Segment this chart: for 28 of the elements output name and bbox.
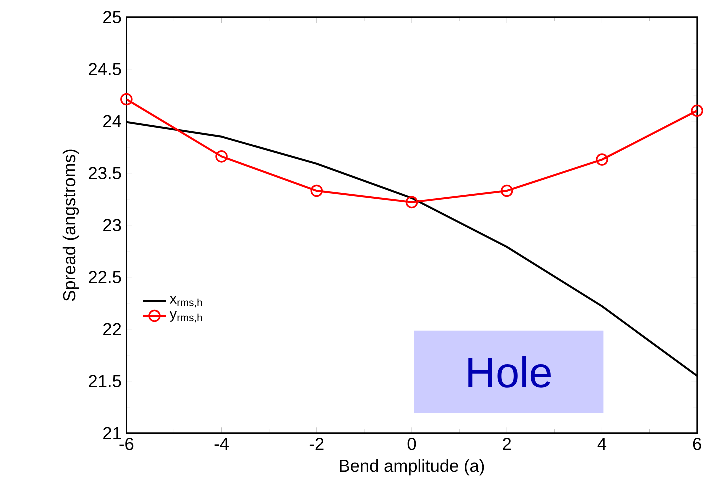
- legend-label: x$_{rms,h}$: [170, 296, 202, 308]
- point: [596, 154, 608, 166]
- x-tick-label: 0: [408, 438, 416, 450]
- point: [120, 93, 133, 106]
- y-tick-label: 22: [104, 323, 122, 336]
- point: [216, 150, 228, 163]
- y-tick-label: 21: [104, 427, 122, 440]
- legend-label: y$_{rms,h}$: [170, 311, 202, 323]
- point: [406, 196, 418, 209]
- x-tick-label: 4: [598, 438, 607, 450]
- x-tick-label: -4: [214, 438, 229, 450]
- point: [691, 104, 704, 118]
- annotation: Hole: [468, 356, 551, 388]
- x-axis-title: Bend amplitude (a): [340, 459, 484, 476]
- y-tick-label: 23: [104, 219, 122, 232]
- point: [310, 184, 324, 198]
- y-tick-label: 25: [104, 11, 122, 24]
- y-tick-label: 21.5: [89, 375, 122, 388]
- x-tick-label: 2: [503, 438, 512, 450]
- y-tick-label: 22.5: [89, 271, 122, 284]
- y-tick-label: 24.5: [89, 63, 122, 76]
- y-tick-label: 23.5: [89, 167, 122, 180]
- y-tick-label: 24: [104, 115, 122, 128]
- x-tick-label: 6: [693, 438, 702, 450]
- x-tick-label: -6: [120, 438, 134, 450]
- point: [500, 184, 514, 198]
- x-tick-label: -2: [310, 438, 324, 450]
- y-axis-title: Spread (angstroms): [62, 150, 80, 302]
